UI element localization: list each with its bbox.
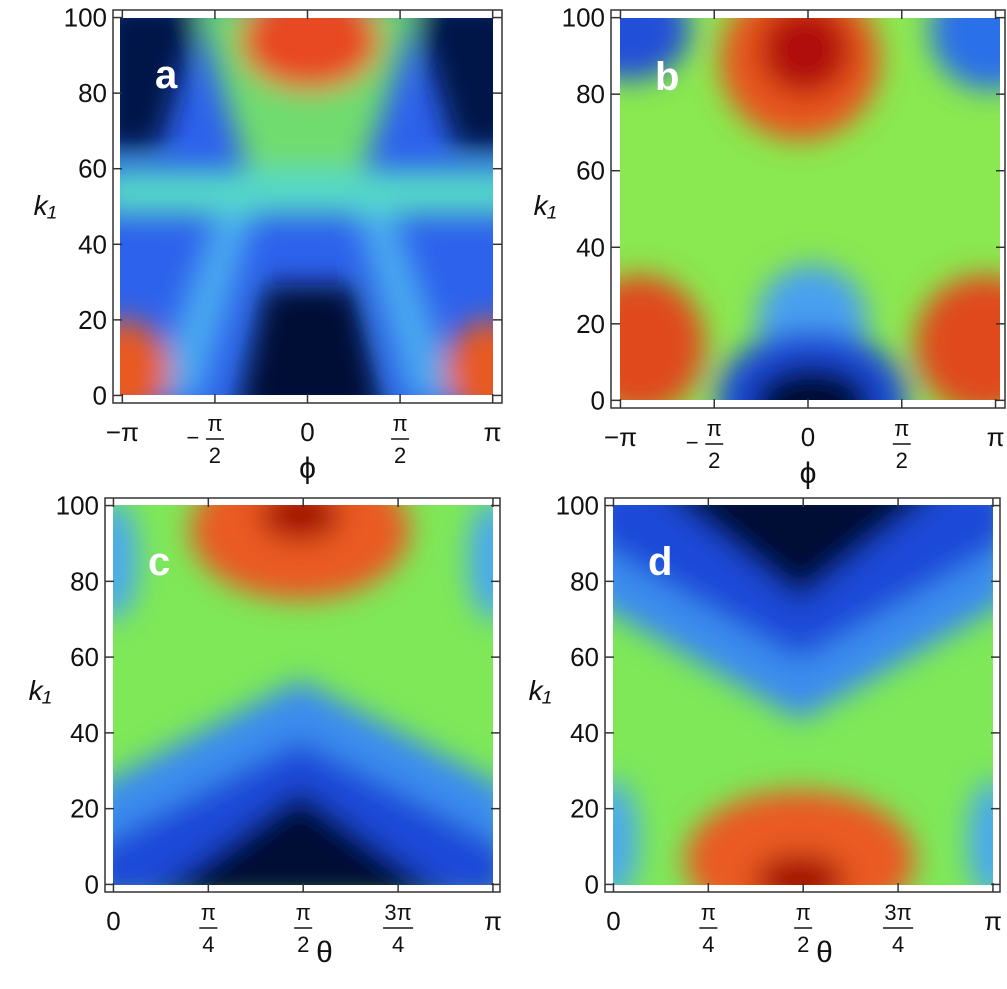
- panel-label: b: [655, 55, 679, 99]
- x-axis-label: ϕ: [800, 457, 817, 490]
- x-tick-label: 0: [300, 417, 314, 447]
- x-tick-label: 0: [801, 422, 815, 452]
- y-tick-label: 100: [562, 3, 605, 33]
- x-tick-label: π: [987, 422, 1005, 452]
- y-tick-label: 0: [585, 869, 599, 899]
- y-tick-label: 40: [78, 229, 107, 259]
- y-tick-label: 20: [570, 794, 599, 824]
- y-axis-label: k₁: [29, 675, 52, 706]
- y-tick-label: 40: [570, 718, 599, 748]
- x-tick-label: 0: [606, 906, 620, 936]
- x-axis-label: θ: [816, 936, 833, 969]
- y-tick-label: 60: [78, 154, 107, 184]
- heatmap-c: [113, 505, 493, 885]
- y-tick-label: 60: [70, 642, 99, 672]
- panel-label: a: [155, 53, 178, 97]
- y-tick-label: 80: [70, 566, 99, 596]
- y-axis-label: k₁: [34, 190, 57, 221]
- y-tick-label: 100: [64, 3, 107, 33]
- y-axis-label: k₁: [529, 675, 552, 706]
- y-tick-label: 40: [576, 232, 605, 262]
- x-tick-label: 0: [106, 906, 120, 936]
- panel-label: c: [148, 540, 170, 584]
- x-tick-label: −π 2: [186, 411, 222, 468]
- y-tick-label: 60: [576, 156, 605, 186]
- x-tick-label: π: [984, 906, 1002, 936]
- x-axis-label: ϕ: [299, 452, 316, 485]
- panel-label: d: [648, 540, 672, 584]
- y-tick-label: 0: [85, 869, 99, 899]
- y-tick-label: 80: [576, 79, 605, 109]
- heatmap-d: [613, 505, 993, 885]
- y-tick-label: 80: [570, 566, 599, 596]
- x-tick-label: −π 2: [686, 416, 722, 473]
- y-tick-label: 20: [70, 794, 99, 824]
- y-axis-label: k₁: [534, 190, 557, 221]
- y-tick-label: 20: [576, 309, 605, 339]
- x-tick-label: π: [484, 906, 502, 936]
- y-tick-label: 40: [70, 718, 99, 748]
- x-tick-label: −π: [106, 417, 139, 447]
- x-tick-label: −π: [604, 422, 637, 452]
- x-axis-label: θ: [316, 936, 333, 969]
- y-tick-label: 60: [570, 642, 599, 672]
- y-tick-label: 0: [591, 385, 605, 415]
- x-tick-label: 3π 4: [384, 900, 411, 957]
- heatmap-b: [620, 18, 1000, 400]
- y-tick-label: 80: [78, 78, 107, 108]
- heatmap-a: [120, 18, 493, 395]
- y-tick-label: 0: [93, 380, 107, 410]
- x-tick-label: 3π 4: [884, 900, 911, 957]
- y-tick-label: 20: [78, 305, 107, 335]
- y-tick-label: 100: [56, 491, 99, 521]
- x-tick-label: π: [484, 417, 502, 447]
- y-tick-label: 100: [556, 491, 599, 521]
